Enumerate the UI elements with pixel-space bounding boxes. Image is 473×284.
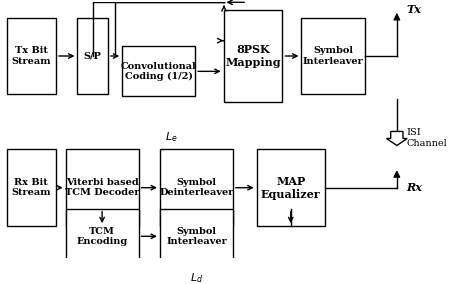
- Bar: [256, 149, 325, 226]
- Text: Tx Bit
Stream: Tx Bit Stream: [11, 46, 51, 66]
- Bar: [66, 149, 139, 226]
- Text: Symbol
Interleaver: Symbol Interleaver: [166, 227, 227, 246]
- Text: S/P: S/P: [84, 51, 102, 60]
- Text: $L_d$: $L_d$: [190, 272, 203, 284]
- Text: Viterbi based
TCM Decoder: Viterbi based TCM Decoder: [65, 178, 140, 197]
- Bar: [77, 18, 108, 94]
- Bar: [301, 18, 365, 94]
- Bar: [224, 10, 282, 102]
- Text: Tx: Tx: [406, 5, 421, 15]
- Text: Rx: Rx: [406, 182, 422, 193]
- Text: ISI
Channel: ISI Channel: [406, 128, 447, 147]
- Bar: [160, 149, 233, 226]
- Text: MAP
Equalizer: MAP Equalizer: [261, 176, 321, 200]
- Bar: [66, 209, 139, 264]
- Polygon shape: [386, 131, 407, 145]
- Bar: [160, 209, 233, 264]
- Text: Rx Bit
Stream: Rx Bit Stream: [11, 178, 51, 197]
- Text: Symbol
Interleaver: Symbol Interleaver: [303, 46, 364, 66]
- Text: Convolutional
Coding (1/2): Convolutional Coding (1/2): [121, 62, 197, 81]
- Text: $L_e$: $L_e$: [165, 130, 177, 144]
- Text: TCM
Encoding: TCM Encoding: [77, 227, 128, 246]
- Bar: [122, 46, 195, 96]
- Bar: [7, 18, 56, 94]
- Bar: [7, 149, 56, 226]
- Text: 8PSK
Mapping: 8PSK Mapping: [225, 44, 281, 68]
- Text: Symbol
Deinterleaver: Symbol Deinterleaver: [159, 178, 234, 197]
